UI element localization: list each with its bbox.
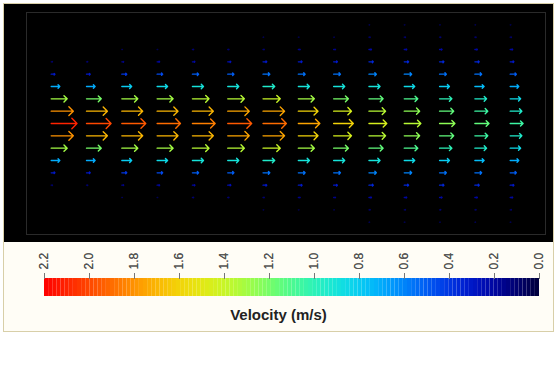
svg-text:1.4: 1.4: [217, 252, 231, 269]
svg-text:1.6: 1.6: [172, 252, 186, 269]
svg-text:1.8: 1.8: [127, 252, 141, 269]
svg-text:0.4: 0.4: [442, 252, 456, 269]
svg-text:1.4: 1.4: [217, 252, 231, 269]
svg-text:0.8: 0.8: [352, 252, 366, 269]
svg-text:1.0: 1.0: [307, 252, 321, 269]
svg-text:1.2: 1.2: [262, 252, 276, 269]
svg-text:2.0: 2.0: [82, 252, 96, 269]
html-text:Velocity (m/s): Velocity (m/s): [230, 306, 327, 323]
svg-text:1.6: 1.6: [172, 252, 186, 269]
svg-text:0.0: 0.0: [532, 252, 546, 269]
svg-text:0.6: 0.6: [397, 252, 411, 269]
svg-text:1.0: 1.0: [307, 252, 321, 269]
svg-text:0.8: 0.8: [352, 252, 366, 269]
svg-text:0.6: 0.6: [397, 252, 411, 269]
svg-text:0.2: 0.2: [487, 252, 501, 269]
svg-text:2.0: 2.0: [82, 252, 96, 269]
svg-text:0.0: 0.0: [532, 252, 546, 269]
svg-text:0.4: 0.4: [442, 252, 456, 269]
svg-text:0.2: 0.2: [487, 252, 501, 269]
svg-text:2.2: 2.2: [37, 252, 51, 269]
svg-text:1.8: 1.8: [127, 252, 141, 269]
svg-text:2.2: 2.2: [37, 252, 51, 269]
svg-text:1.2: 1.2: [262, 252, 276, 269]
